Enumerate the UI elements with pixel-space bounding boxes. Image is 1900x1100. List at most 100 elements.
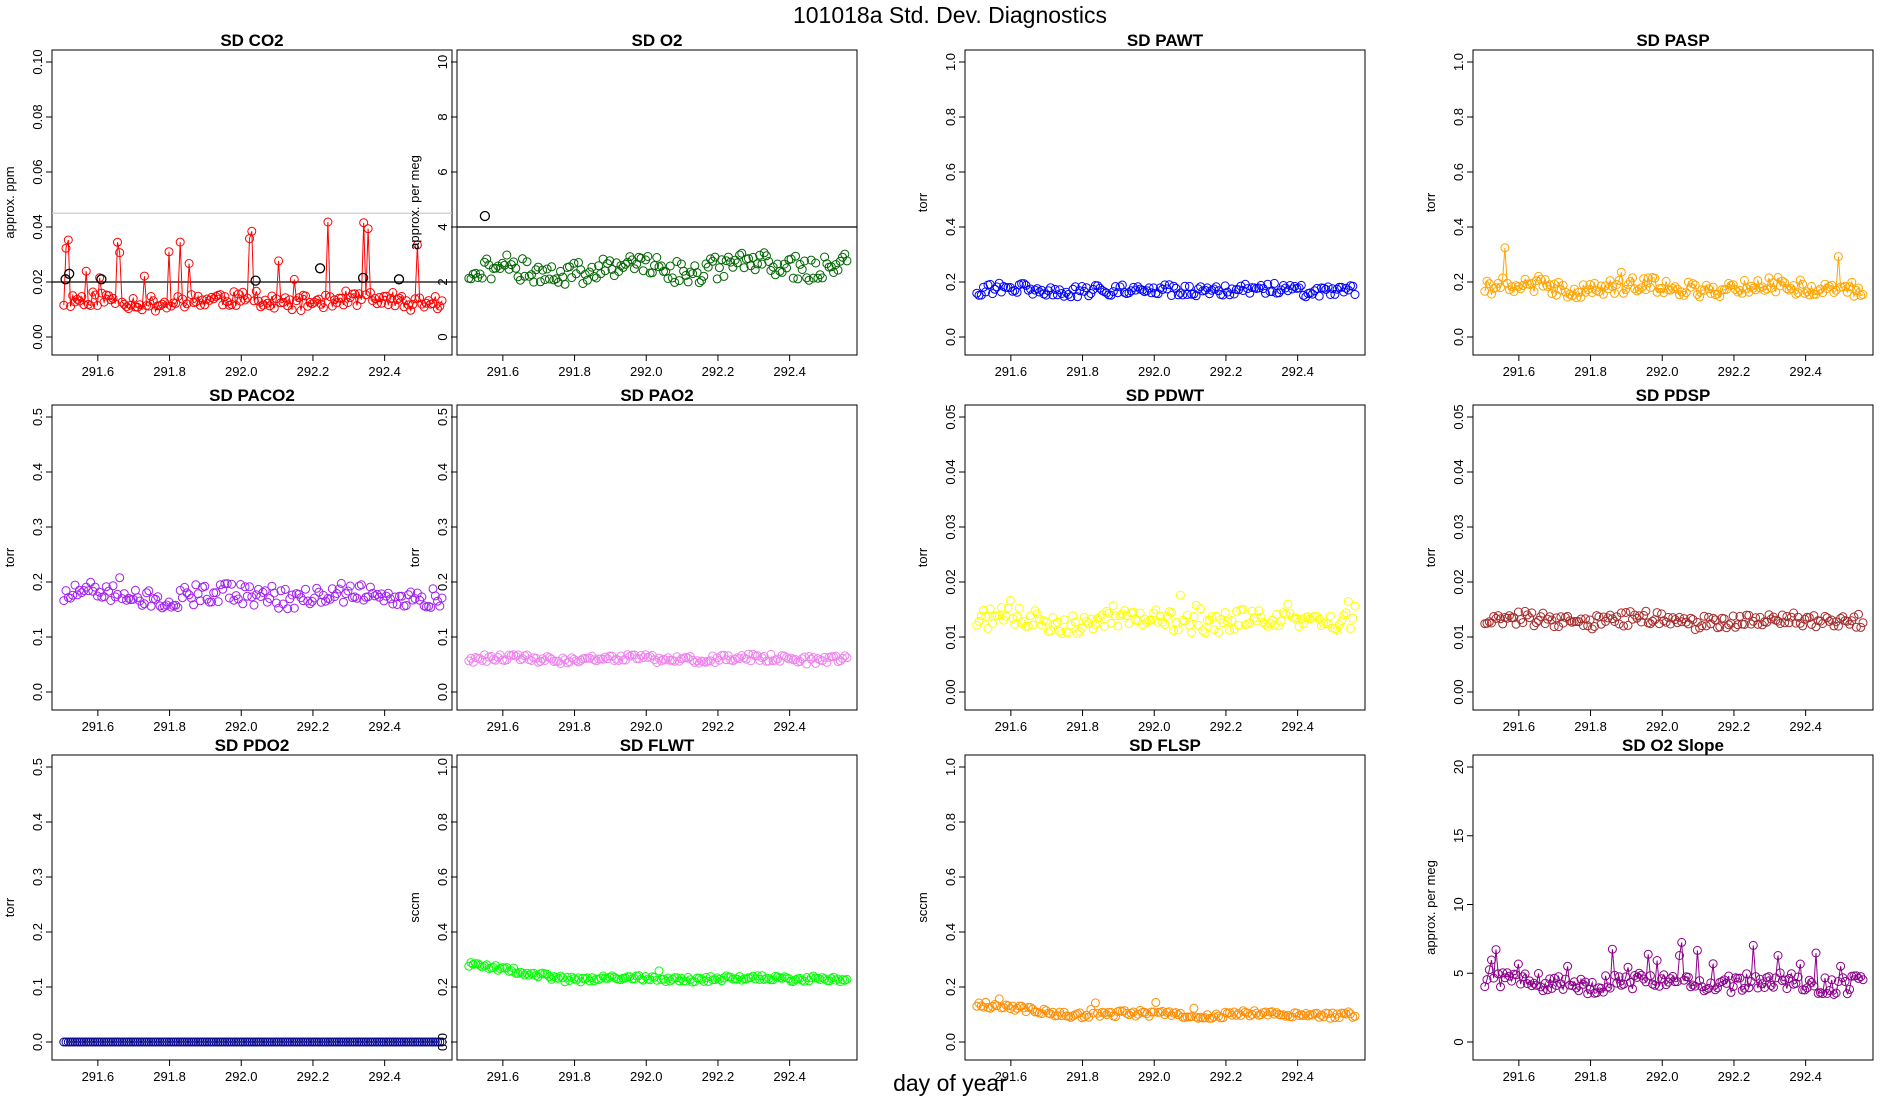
data-point (309, 593, 319, 603)
panel-sd-o2-slope: SD O2 Slope approx. per meg 0 5 10 15 20 291.6 2… (1423, 736, 1874, 1084)
x-tick-label: 291.8 (153, 719, 186, 734)
data-point (985, 279, 995, 289)
data-point (1614, 619, 1624, 629)
data-point (659, 974, 668, 984)
data-point (829, 268, 839, 277)
data-point (1773, 951, 1783, 960)
data-point (1733, 287, 1743, 297)
data-point (269, 303, 279, 313)
data-point (1256, 1010, 1266, 1020)
data-point (1175, 288, 1185, 298)
data-point (1496, 283, 1505, 293)
data-point (732, 974, 742, 984)
data-point (307, 1037, 317, 1047)
data-point (412, 1037, 422, 1047)
data-point (1511, 970, 1521, 980)
data-point (356, 580, 366, 590)
plot-frame (964, 404, 1366, 711)
data-point (406, 587, 416, 597)
data-point (764, 656, 774, 666)
data-point (1851, 622, 1861, 632)
data-point (1137, 285, 1147, 295)
data-point (61, 243, 71, 253)
data-point (1842, 287, 1852, 297)
y-tick-label: 0.6 (943, 868, 958, 886)
data-point (1211, 611, 1221, 621)
data-point (1668, 971, 1678, 981)
x-tick-label: 292.2 (297, 719, 330, 734)
data-point (1625, 977, 1635, 987)
y-tick-label: 0.02 (30, 269, 45, 294)
figure-x-axis-label: day of year (893, 1070, 1007, 1096)
data-point (1337, 616, 1347, 626)
data-point (1198, 626, 1208, 635)
data-point (1856, 972, 1866, 982)
data-point (1021, 621, 1031, 631)
data-point (1668, 283, 1678, 293)
x-tick-label: 292.0 (1646, 1069, 1679, 1084)
data-point (1560, 287, 1570, 297)
data-point (231, 1037, 241, 1047)
data-point (166, 1037, 176, 1047)
data-point (184, 259, 194, 268)
data-point (1686, 613, 1696, 623)
data-point (802, 273, 812, 283)
data-point (661, 655, 671, 665)
data-point (77, 588, 87, 598)
data-point (122, 595, 131, 605)
data-point (227, 1037, 237, 1047)
data-point (1598, 612, 1608, 622)
data-point (350, 592, 360, 602)
data-point (1346, 623, 1355, 633)
x-tick-label: 291.6 (82, 364, 115, 379)
data-point (994, 994, 1004, 1004)
data-point (1088, 624, 1098, 634)
data-point (1576, 614, 1586, 624)
y-tick-label: 0.02 (943, 569, 958, 594)
data-point (1017, 279, 1027, 289)
data-point (401, 296, 411, 306)
data-point (1576, 974, 1586, 984)
y-tick-label: 5 (1451, 970, 1466, 977)
data-point (1657, 283, 1667, 293)
data-point (629, 974, 639, 984)
data-point (265, 301, 275, 311)
data-point (1755, 974, 1765, 984)
data-point (75, 1037, 84, 1047)
data-point (770, 655, 780, 665)
data-point (1751, 972, 1761, 982)
data-point (1070, 617, 1080, 627)
data-point (368, 588, 378, 598)
data-point (1572, 983, 1581, 993)
data-point (354, 289, 364, 299)
data-point (741, 654, 751, 664)
data-point (350, 289, 360, 299)
data-point (1283, 1010, 1293, 1020)
data-point (184, 1037, 194, 1047)
data-point (1079, 1012, 1089, 1022)
data-point (395, 293, 404, 303)
data-point (1654, 619, 1664, 629)
data-point (386, 1037, 395, 1047)
data-point (471, 268, 480, 278)
data-point (1234, 1008, 1244, 1018)
data-point (1068, 284, 1078, 294)
data-point (1565, 616, 1575, 626)
data-point (339, 1037, 348, 1047)
data-point (1713, 289, 1722, 299)
data-point (1556, 285, 1566, 295)
data-point (374, 293, 384, 302)
data-point (1278, 281, 1288, 290)
data-point (1672, 284, 1682, 294)
data-point (542, 264, 552, 274)
data-point (1193, 620, 1203, 630)
data-point (1207, 612, 1217, 622)
data-point (1077, 623, 1087, 633)
panel-title: SD FLWT (620, 736, 695, 755)
data-point (820, 252, 830, 262)
data-point (1504, 285, 1514, 295)
data-point (726, 257, 736, 267)
data-point (1028, 1004, 1038, 1014)
data-point (1692, 290, 1702, 299)
panel-sd-flsp: SD FLSP sccm 0.0 0.2 0.4 0.6 0.8 1.0 291.6 291.8 2… (915, 736, 1366, 1084)
